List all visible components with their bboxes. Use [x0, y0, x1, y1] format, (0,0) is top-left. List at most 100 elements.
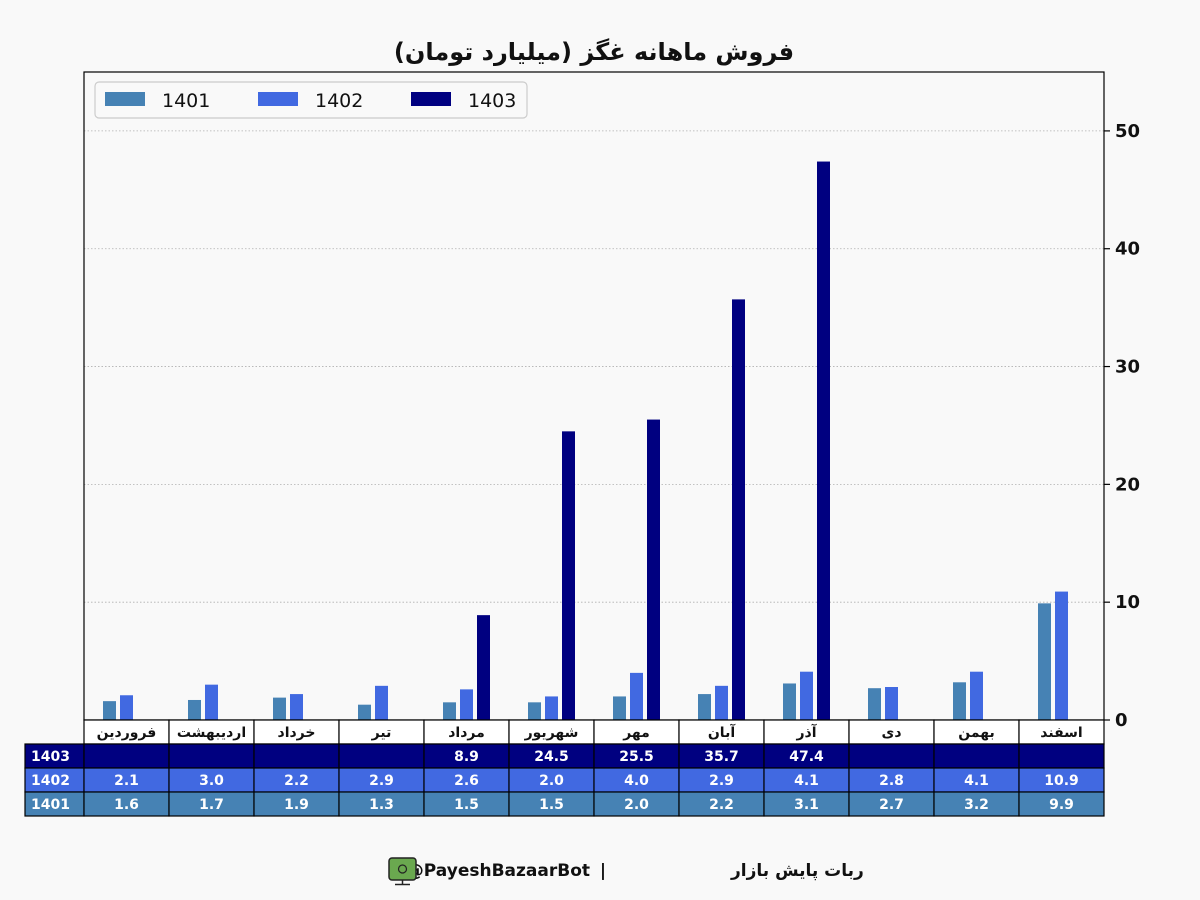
bar-1401-5: [443, 702, 456, 720]
table-header-month: اردیبهشت: [177, 725, 246, 741]
table-header-month: مرداد: [448, 725, 485, 741]
table-cell: [763, 767, 850, 793]
table-cell-value: 1.6: [114, 797, 139, 813]
table-header-month: اسفند: [1040, 725, 1082, 741]
bar-1402-8: [715, 685, 728, 720]
bar-1403-5: [477, 615, 490, 720]
monitor-icon: [388, 857, 417, 886]
bar-1403-7: [647, 419, 660, 720]
bar-1402-12: [1055, 591, 1068, 720]
table-header-month: مهر: [622, 725, 650, 741]
table-cell: [168, 743, 255, 769]
table-cell-value: 1.5: [539, 797, 564, 813]
table-cell: [423, 767, 510, 793]
footer-bot-name: ربات پایش بازار: [730, 861, 864, 881]
table-cell: [763, 743, 850, 769]
table-cell-value: 2.2: [709, 797, 734, 813]
bar-1402-5: [460, 689, 473, 720]
legend-box: [94, 81, 528, 119]
table-cell: [933, 767, 1020, 793]
table-cell-value: 2.1: [114, 773, 139, 789]
table-cell-value: 1.3: [369, 797, 394, 813]
table-cell: [338, 767, 425, 793]
table-cell: [763, 791, 850, 817]
bar-1401-4: [358, 704, 371, 720]
table-cell-value: 2.9: [709, 773, 734, 789]
table-cell: [848, 791, 935, 817]
table-cell: [848, 743, 935, 769]
bar-1401-7: [613, 696, 626, 720]
plot-frame: [83, 71, 1105, 721]
table-cell-value: 2.8: [879, 773, 904, 789]
table-cell: [253, 743, 340, 769]
table-cell: [253, 791, 340, 817]
table-header-month: آذر: [795, 723, 817, 741]
table-cell: [423, 791, 510, 817]
data-table: فروردین اردیبهشت خرداد تیر مرداد شهریور مهر آبا…: [24, 719, 1105, 817]
footer: ربات پایش بازار | @PayeshBazaarBot: [388, 857, 864, 886]
table-cell: [678, 743, 765, 769]
y-axis: 0 10 20 30 40 50: [1104, 121, 1140, 731]
bar-1401-8: [698, 694, 711, 720]
table-cell-value: 2.7: [879, 797, 904, 813]
legend-swatch-1403: [411, 92, 451, 106]
legend-swatch-1401: [105, 92, 145, 106]
table-header-month: آبان: [708, 723, 736, 741]
table-header-month: دی: [881, 725, 901, 741]
y-tick-label: 0: [1115, 710, 1128, 731]
table-cell-value: 2.0: [624, 797, 649, 813]
y-tick-label: 20: [1115, 474, 1140, 495]
y-tick-label: 10: [1115, 592, 1140, 613]
table-row-label: 1401: [31, 797, 70, 813]
footer-separator: |: [600, 861, 606, 881]
table-cell-value: 2.6: [454, 773, 479, 789]
table-cell-value: 8.9: [454, 749, 479, 765]
bar-1402-6: [545, 696, 558, 720]
table-header-month: بهمن: [958, 725, 994, 741]
bar-1402-10: [885, 687, 898, 720]
table-cell-value: 4.1: [794, 773, 819, 789]
chart-title: فروش ماهانه غگز (میلیارد تومان): [394, 38, 794, 66]
table-header-month: شهریور: [524, 725, 579, 741]
table-cell: [508, 791, 595, 817]
table-cell: [1018, 767, 1105, 793]
bar-1402-2: [205, 684, 218, 720]
table-cell-value: 10.9: [1044, 773, 1079, 789]
bar-1402-11: [970, 671, 983, 720]
legend-swatch-1402: [258, 92, 298, 106]
bar-1401-10: [868, 688, 881, 720]
table-header-cell: [508, 719, 595, 745]
table-header-cell: [678, 719, 765, 745]
table-cell-value: 3.1: [794, 797, 819, 813]
table-header-month: خرداد: [278, 725, 316, 741]
table-cell-value: 3.0: [199, 773, 224, 789]
table-header-cell: [848, 719, 935, 745]
table-cell-value: 47.4: [789, 749, 824, 765]
bar-1403-8: [732, 299, 745, 720]
bar-1403-9: [817, 161, 830, 721]
bars-layer: [103, 161, 1068, 721]
table-cell-value: 2.2: [284, 773, 309, 789]
table-cell: [338, 743, 425, 769]
footer-handle: @PayeshBazaarBot: [407, 861, 590, 881]
bar-1402-1: [120, 695, 133, 720]
table-cell-value: 9.9: [1049, 797, 1074, 813]
table-cell-value: 4.0: [624, 773, 649, 789]
table-cell-value: 25.5: [619, 749, 654, 765]
table-row-label-cell: [24, 743, 85, 769]
table-cell: [423, 743, 510, 769]
table-cell-value: 1.5: [454, 797, 479, 813]
bar-1402-7: [630, 672, 643, 720]
legend-label-1401: 1401: [162, 90, 210, 112]
y-tick-label: 30: [1115, 357, 1140, 378]
bar-1401-1: [103, 701, 116, 720]
table-cell: [678, 791, 765, 817]
table-cell: [1018, 743, 1105, 769]
y-tick-label: 50: [1115, 121, 1140, 142]
bar-1401-9: [783, 683, 796, 720]
legend: 1401 1402 1403: [94, 81, 528, 119]
table-cell-value: 35.7: [704, 749, 739, 765]
table-cell: [678, 767, 765, 793]
table-cell-value: 4.1: [964, 773, 989, 789]
